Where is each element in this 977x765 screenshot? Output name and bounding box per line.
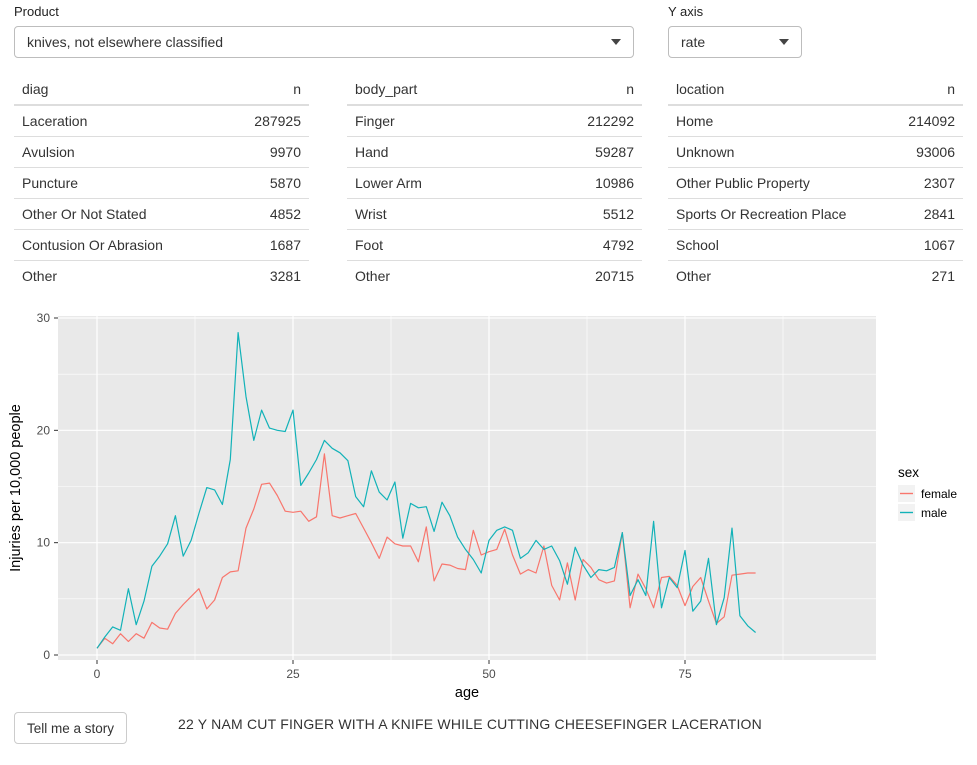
table-header-row: diag n — [14, 74, 309, 106]
row-label: Other Or Not Stated — [14, 198, 225, 230]
plot-panel — [58, 316, 876, 660]
y-tick-label: 10 — [37, 536, 51, 550]
x-axis-title: age — [455, 685, 479, 701]
y-tick-label: 20 — [37, 423, 51, 437]
location-table: location n Home 214092 Unknown 93006 Other P… — [668, 74, 963, 291]
column-header: n — [888, 74, 963, 106]
yaxis-label: Y axis — [668, 4, 704, 19]
row-label: Wrist — [347, 198, 515, 230]
table-row: Laceration 287925 — [14, 105, 309, 137]
row-label: Other — [355, 268, 391, 284]
row-count: 212292 — [514, 105, 642, 137]
table-row: Other Or Not Stated 4852 — [14, 198, 309, 230]
column-header: body_part — [347, 74, 515, 106]
x-tick-label: 0 — [94, 667, 101, 681]
table-row: Wrist 5512 — [347, 198, 642, 230]
table-row: Contusion Or Abrasion 1687 — [14, 229, 309, 261]
y-axis-title: Injuries per 10,000 people — [8, 404, 24, 572]
table-row: Avulsion 9970 — [14, 136, 309, 168]
table-row: Finger 212292 — [347, 105, 642, 137]
row-count: 59287 — [514, 136, 642, 168]
diag-table: diag n Laceration 287925 Avulsion 9970 Punct… — [14, 74, 309, 291]
injuries-by-age-chart-svg: 0 25 50 75 0 10 20 30 age Injuries per 10,000 peo… — [8, 311, 957, 701]
table-row: School 1067 — [668, 229, 963, 261]
table-row: Hand 59287 — [347, 136, 642, 168]
injuries-by-age-chart: 0 25 50 75 0 10 20 30 age Injuries per 10,000 peo… — [0, 303, 977, 711]
table-row: Puncture 5870 — [14, 167, 309, 199]
column-header: n — [514, 74, 642, 106]
table-row: Lower Arm 10986 — [347, 167, 642, 199]
table-row: Unknown 93006 — [668, 136, 963, 168]
column-header: location — [668, 74, 889, 106]
table-header-row: body_part n — [347, 74, 642, 106]
row-label: Other — [676, 268, 712, 284]
product-control: Product knives, not elsewhere classified — [14, 4, 634, 58]
row-count: 20715 — [595, 268, 634, 284]
table-row: Home 214092 — [668, 105, 963, 137]
row-count: 4792 — [514, 229, 642, 261]
row-label: Finger — [347, 105, 515, 137]
legend-entry-label: female — [921, 487, 957, 501]
x-tick-label: 50 — [482, 667, 496, 681]
row-label: Puncture — [14, 167, 225, 199]
row-label: Unknown — [668, 136, 889, 168]
row-count: 271 — [931, 268, 955, 284]
row-label: Lower Arm — [347, 167, 515, 199]
chevron-down-icon — [779, 39, 789, 45]
row-label: Foot — [347, 229, 515, 261]
row-label: Hand — [347, 136, 515, 168]
row-count: 5870 — [224, 167, 309, 199]
yaxis-control: Y axis rate — [668, 4, 802, 58]
row-count: 10986 — [514, 167, 642, 199]
column-header: n — [224, 74, 309, 106]
row-count: 5512 — [514, 198, 642, 230]
table-row: Sports Or Recreation Place 2841 — [668, 198, 963, 230]
row-count: 214092 — [888, 105, 963, 137]
row-label: Other — [22, 268, 58, 284]
table-header-row: location n — [668, 74, 963, 106]
row-count: 1067 — [888, 229, 963, 261]
table-row: Other 3281 — [14, 261, 309, 292]
legend-title: sex — [898, 465, 919, 480]
table-row: Other 271 — [668, 261, 963, 292]
row-label: Other Public Property — [668, 167, 889, 199]
tell-me-a-story-button[interactable]: Tell me a story — [14, 712, 128, 744]
female-line — [96, 453, 756, 649]
row-label: Contusion Or Abrasion — [14, 229, 225, 261]
row-count: 9970 — [224, 136, 309, 168]
legend-entry-label: male — [921, 506, 947, 520]
y-tick-label: 0 — [43, 648, 50, 662]
row-label: Sports Or Recreation Place — [668, 198, 889, 230]
male-line — [96, 332, 756, 649]
table-row: Foot 4792 — [347, 229, 642, 261]
yaxis-select[interactable]: rate — [668, 26, 802, 58]
product-label: Product — [14, 4, 59, 19]
row-count: 3281 — [269, 268, 301, 284]
chevron-down-icon — [611, 39, 621, 45]
row-label: Home — [668, 105, 889, 137]
table-row: Other Public Property 2307 — [668, 167, 963, 199]
row-count: 4852 — [224, 198, 309, 230]
yaxis-select-value: rate — [681, 34, 706, 50]
table-row: Other 20715 — [347, 261, 642, 292]
row-label: Laceration — [14, 105, 225, 137]
row-count: 1687 — [224, 229, 309, 261]
body-part-table: body_part n Finger 212292 Hand 59287 Lower A… — [347, 74, 642, 291]
column-header: diag — [14, 74, 225, 106]
row-label: Avulsion — [14, 136, 225, 168]
row-count: 2841 — [888, 198, 963, 230]
row-count: 287925 — [224, 105, 309, 137]
x-tick-label: 25 — [286, 667, 300, 681]
narrative-text: 22 Y NAM CUT FINGER WITH A KNIFE WHILE C… — [178, 716, 762, 732]
product-select[interactable]: knives, not elsewhere classified — [14, 26, 634, 58]
y-tick-label: 30 — [37, 311, 51, 325]
product-select-value: knives, not elsewhere classified — [27, 34, 224, 50]
row-count: 93006 — [888, 136, 963, 168]
row-count: 2307 — [888, 167, 963, 199]
row-label: School — [668, 229, 889, 261]
x-tick-label: 75 — [678, 667, 692, 681]
